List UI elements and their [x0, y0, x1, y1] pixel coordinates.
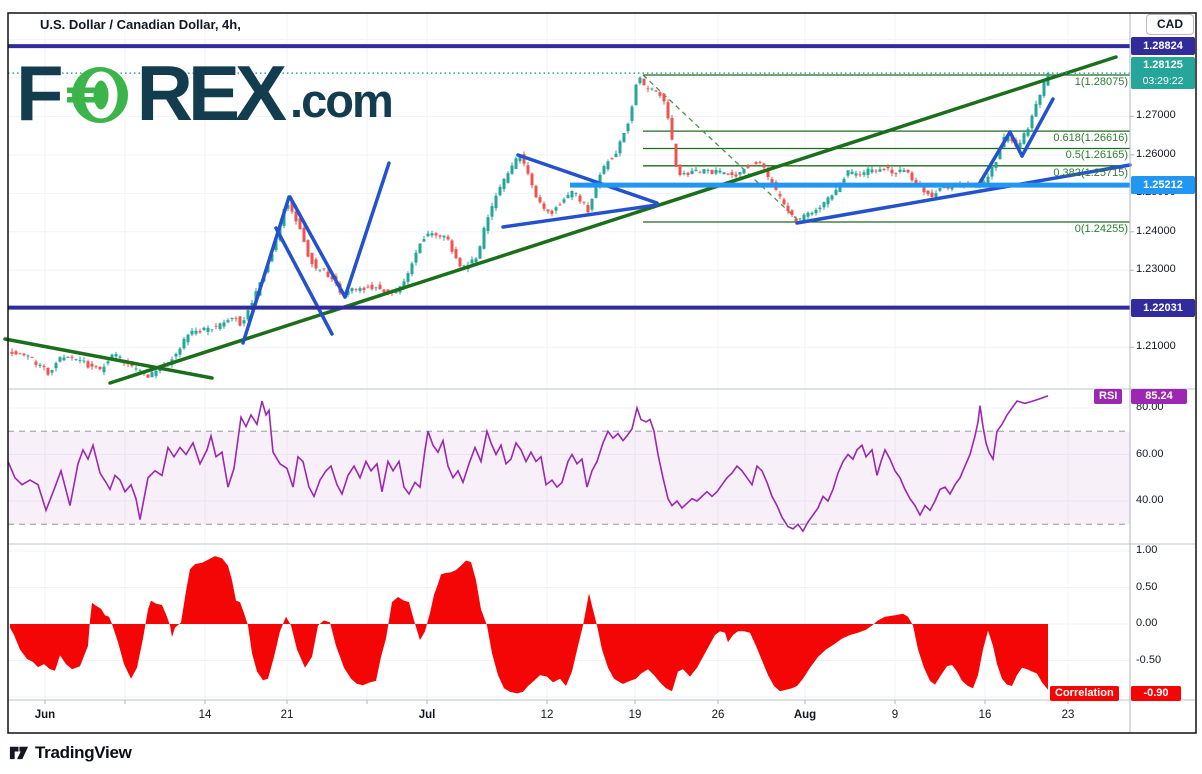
recent-zigzag-1 — [976, 130, 1012, 188]
rsi-value: 85.24 — [1131, 389, 1187, 404]
fib-retracement — [642, 74, 1130, 223]
currency-button[interactable]: CAD — [1146, 14, 1194, 35]
long-uptrend — [108, 55, 1118, 385]
recent-zigzag-3 — [1020, 97, 1055, 158]
flag-top — [288, 195, 347, 299]
tradingview-icon — [9, 746, 29, 760]
pennant-top — [516, 153, 659, 205]
price-label-upper: 1.28824 — [1131, 37, 1195, 55]
flag-breakout — [343, 161, 391, 299]
price-label-current: 1.28125 03:29:22 — [1131, 57, 1195, 89]
forex-coin-icon — [66, 67, 128, 123]
flag-pole — [241, 195, 291, 345]
recent-zigzag-2 — [1008, 130, 1024, 158]
pennant-bottom — [501, 203, 659, 229]
trendline-drawings — [3, 55, 1132, 385]
bar-countdown: 03:29:22 — [1142, 75, 1184, 87]
forex-logo-f: F — [16, 49, 64, 137]
correlation-area — [10, 556, 1048, 694]
price-label-lower: 1.22031 — [1131, 299, 1195, 317]
correlation-value: -0.90 — [1131, 686, 1181, 701]
aug-support — [795, 163, 1132, 225]
forex-logo-com: .com — [290, 73, 394, 127]
rsi-band — [8, 431, 1130, 525]
forex-watermark: F REX .com — [16, 49, 394, 137]
price-label-ray: 1.25212 — [1131, 176, 1195, 194]
flag-bottom — [274, 226, 334, 336]
chart-border — [7, 12, 1197, 734]
rsi-line — [7, 395, 1049, 533]
rsi-label: RSI — [1094, 389, 1123, 404]
tradingview-footer[interactable]: TradingView — [8, 742, 132, 763]
forex-logo-rex: REX — [136, 49, 287, 137]
symbol-title: U.S. Dollar / Canadian Dollar, 4h, — [40, 17, 241, 32]
current-price-value: 1.28125 — [1143, 59, 1183, 71]
tradingview-brand: TradingView — [35, 742, 132, 762]
june-downtrend — [3, 337, 214, 380]
correlation-label: Correlation — [1050, 686, 1119, 701]
